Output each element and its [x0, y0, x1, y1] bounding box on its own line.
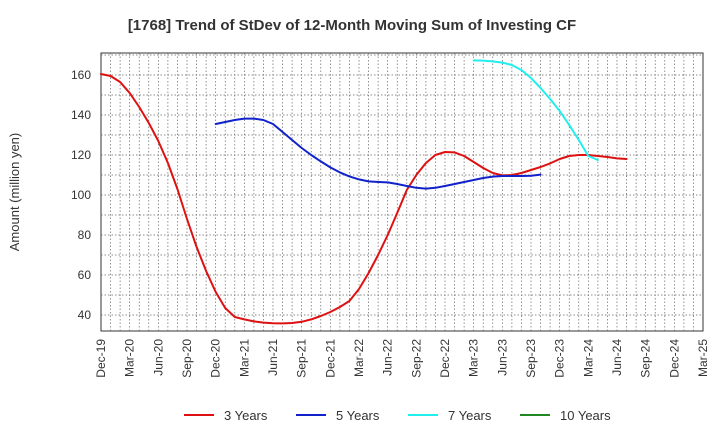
y-tick-label: 60 — [78, 268, 92, 282]
x-tick-label: Dec-20 — [209, 339, 223, 378]
series-layer — [100, 59, 628, 325]
y-axis-label: Amount (million yen) — [7, 133, 22, 252]
legend-label: 7 Years — [448, 408, 492, 423]
x-tick-label: Jun-22 — [381, 339, 395, 376]
y-tick-label: 140 — [71, 108, 91, 122]
axis-layer: 40 60 80 100 120 140 160 Dec-19 Mar-20 Jun-20 Sep-… — [71, 68, 710, 378]
x-tick-label: Dec-24 — [667, 339, 681, 378]
x-tick-label: Dec-21 — [323, 339, 337, 378]
series-line — [472, 59, 599, 161]
grid-layer — [100, 52, 704, 332]
x-tick-label: Sep-21 — [295, 339, 309, 378]
x-tick-label: Sep-23 — [524, 339, 538, 378]
x-tick-label: Sep-22 — [409, 339, 423, 378]
legend: 3 Years 5 Years 7 Years 10 Years — [184, 408, 611, 423]
x-tick-label: Mar-21 — [237, 339, 251, 377]
x-tick-label: Sep-20 — [180, 339, 194, 378]
chart-title: [1768] Trend of StDev of 12-Month Moving… — [128, 17, 576, 34]
x-tick-label: Dec-22 — [438, 339, 452, 378]
legend-label: 3 Years — [224, 408, 268, 423]
x-tick-label: Jun-23 — [495, 339, 509, 376]
series-line — [100, 73, 628, 325]
y-tick-label: 40 — [78, 308, 92, 322]
x-tick-label: Mar-24 — [581, 339, 595, 377]
legend-label: 5 Years — [336, 408, 380, 423]
x-tick-label: Jun-20 — [151, 339, 165, 376]
x-tick-label: Mar-25 — [696, 339, 710, 377]
x-tick-label: Sep-24 — [639, 339, 653, 378]
x-tick-label: Mar-20 — [123, 339, 137, 377]
y-tick-label: 80 — [78, 228, 92, 242]
y-tick-label: 100 — [71, 188, 91, 202]
x-tick-label: Mar-23 — [467, 339, 481, 377]
y-tick-label: 160 — [71, 68, 91, 82]
y-tick-label: 120 — [71, 148, 91, 162]
legend-label: 10 Years — [560, 408, 611, 423]
x-tick-label: Dec-23 — [553, 339, 567, 378]
x-tick-label: Jun-21 — [266, 339, 280, 376]
series-line — [214, 117, 542, 190]
x-tick-label: Jun-24 — [610, 339, 624, 376]
x-tick-label: Dec-19 — [94, 339, 108, 378]
plot-area — [100, 52, 704, 332]
x-tick-label: Mar-22 — [352, 339, 366, 377]
